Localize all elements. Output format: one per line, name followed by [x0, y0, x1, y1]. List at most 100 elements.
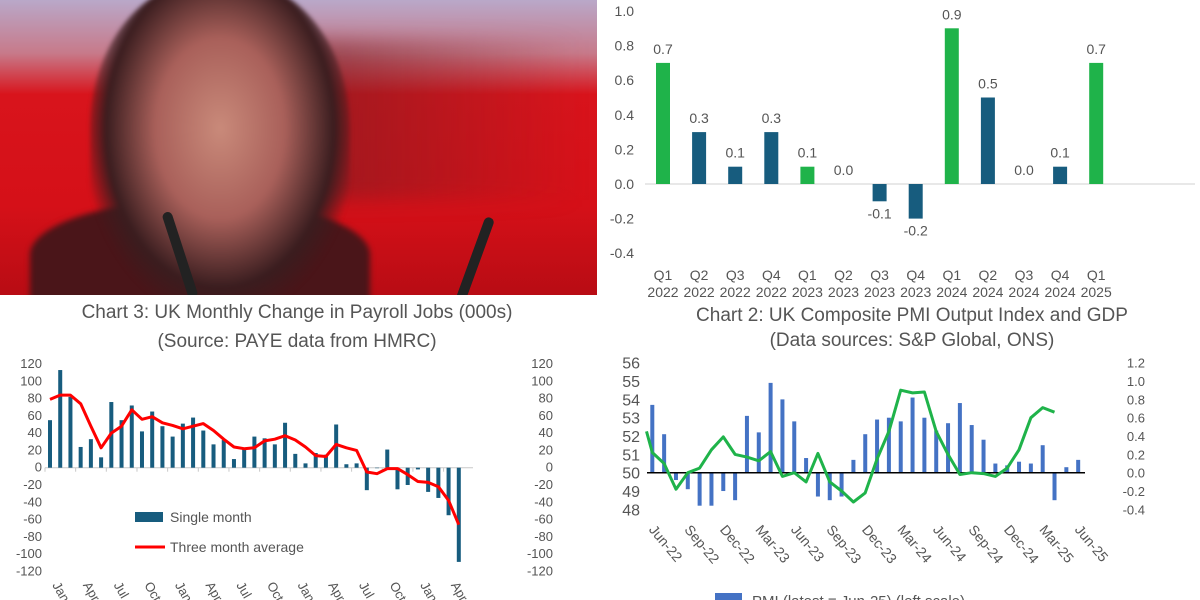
- y-tick-label-right: 0.4: [1127, 429, 1145, 444]
- data-label: 0.0: [1014, 162, 1034, 178]
- bar: [922, 417, 927, 473]
- y-tick-label: -0.4: [610, 245, 634, 261]
- x-tick-label: Jul: [233, 579, 254, 600]
- bar: [313, 453, 318, 468]
- bar: [792, 421, 797, 473]
- y-tick-label: -0.2: [610, 211, 634, 227]
- bar: [1017, 461, 1022, 473]
- bar: [58, 370, 63, 468]
- y-tick-label-right: 0.6: [1127, 411, 1145, 426]
- y-tick-label-right: -40: [534, 494, 553, 509]
- bar: [1040, 445, 1045, 473]
- bar: [656, 62, 670, 184]
- bar: [851, 459, 856, 473]
- data-label: 0.5: [978, 76, 998, 92]
- photo-speaker-face: [90, 0, 350, 295]
- bar: [946, 423, 951, 473]
- x-tick-label: Apr: [80, 579, 103, 600]
- bar: [709, 472, 714, 506]
- bar: [303, 463, 308, 468]
- bar: [1052, 472, 1057, 501]
- y-tick-label-right: 80: [539, 391, 553, 406]
- y-tick-label-right: -60: [534, 512, 553, 527]
- bar: [839, 472, 844, 497]
- x-tick-label: 2022: [720, 284, 751, 300]
- bar: [934, 430, 939, 473]
- x-tick-label: Oct: [387, 579, 410, 600]
- data-label: 0.3: [689, 110, 709, 126]
- bar: [827, 472, 832, 501]
- x-tick-label: Mar-24: [894, 522, 935, 566]
- x-tick-label: Jan: [49, 579, 72, 600]
- x-tick-label: Dec-22: [717, 522, 758, 567]
- y-tick-label-left: -100: [16, 546, 42, 561]
- y-tick-label-left: -60: [23, 512, 42, 527]
- gdp-line: [645, 388, 1056, 504]
- bar: [872, 184, 887, 202]
- bar: [650, 404, 655, 473]
- y-tick-label-right: 0.0: [1127, 466, 1145, 481]
- y-tick-label-left: -80: [23, 529, 42, 544]
- bar: [68, 396, 73, 468]
- bar: [293, 453, 298, 468]
- chart2-subtitle: (Data sources: S&P Global, ONS): [770, 330, 1055, 351]
- data-label: 0.3: [762, 110, 782, 126]
- y-tick-label: 1.0: [615, 3, 635, 19]
- bar: [160, 426, 165, 468]
- y-tick-label-right: 0.8: [1127, 392, 1145, 407]
- y-tick-label-left: 80: [28, 391, 42, 406]
- x-tick-label: Jun-25: [1072, 522, 1112, 565]
- y-tick-label-right: 20: [539, 442, 553, 457]
- payroll-jobs-chart: Chart 3: UK Monthly Change in Payroll Jo…: [16, 302, 553, 600]
- x-tick-label: 2023: [792, 284, 823, 300]
- chart3-title: Chart 3: UK Monthly Change in Payroll Jo…: [82, 302, 513, 323]
- bar: [364, 467, 369, 491]
- data-label: 0.7: [1086, 41, 1106, 57]
- legend-swatch-pmi: [715, 593, 742, 600]
- bar: [1089, 62, 1104, 184]
- x-tick-label: Jul: [356, 579, 377, 600]
- bar: [1028, 463, 1033, 473]
- y-tick-label-right: -0.4: [1123, 502, 1145, 517]
- x-tick-label: Apr: [203, 579, 226, 600]
- bar: [323, 454, 328, 468]
- bar: [78, 446, 83, 468]
- y-tick-label-left: 49: [622, 484, 640, 501]
- bar: [88, 439, 93, 468]
- bar: [692, 132, 707, 184]
- x-tick-label: 2023: [864, 284, 895, 300]
- y-tick-label-left: -20: [23, 477, 42, 492]
- y-tick-label-left: 48: [622, 502, 640, 519]
- x-tick-label: Jun-24: [930, 522, 970, 565]
- x-tick-label: Oct: [264, 579, 287, 600]
- bar: [908, 184, 923, 219]
- y-tick-label-right: 1.2: [1127, 356, 1145, 371]
- bar: [721, 472, 726, 492]
- bar: [800, 166, 815, 184]
- bar: [728, 166, 743, 184]
- bar: [764, 132, 779, 184]
- y-tick-label-right: 0.2: [1127, 447, 1145, 462]
- y-tick-label-left: 100: [20, 373, 42, 388]
- three-month-average-line: [49, 393, 461, 526]
- bar: [1053, 166, 1068, 184]
- bar: [191, 417, 196, 468]
- x-tick-label: Dec-24: [1001, 522, 1042, 567]
- y-tick-label-right: 60: [539, 408, 553, 423]
- x-tick-label: 2022: [684, 284, 715, 300]
- x-tick-label: 2024: [936, 284, 967, 300]
- y-tick-label-left: -40: [23, 494, 42, 509]
- x-tick-label: Q1: [654, 267, 673, 283]
- bar: [980, 97, 995, 184]
- y-tick-label-left: 54: [622, 392, 640, 409]
- y-tick-label-left: 120: [20, 356, 42, 371]
- legend-label: Three month average: [170, 539, 304, 555]
- y-tick-label: 0.6: [615, 72, 635, 88]
- y-tick-label-right: 40: [539, 425, 553, 440]
- bar: [662, 434, 667, 473]
- pmi-gdp-chart: Chart 2: UK Composite PMI Output Index a…: [622, 305, 1145, 600]
- data-label: 0.7: [653, 41, 673, 57]
- y-tick-label-left: 53: [622, 411, 640, 428]
- bar: [993, 463, 998, 473]
- x-tick-label: 2022: [647, 284, 678, 300]
